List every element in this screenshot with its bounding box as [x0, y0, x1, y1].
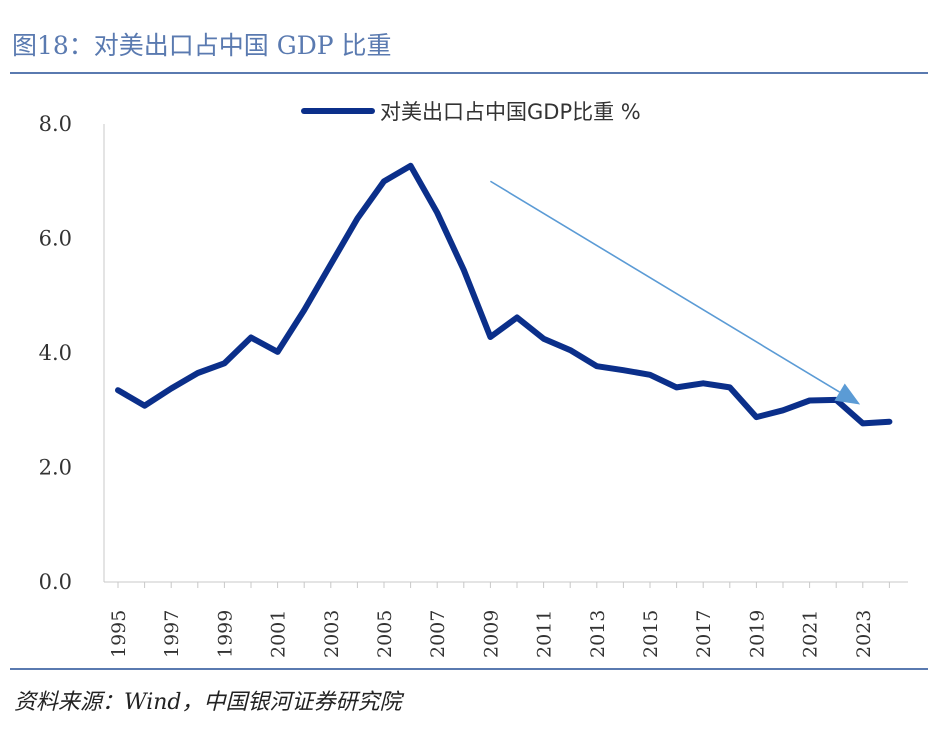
- trend-arrow-line: [489, 180, 841, 393]
- chart-series: [115, 162, 893, 427]
- x-tick-label: 2007: [427, 610, 449, 658]
- x-tick-label: 2021: [800, 610, 822, 658]
- x-tick-label: 2015: [640, 610, 662, 658]
- x-tick-label: 2001: [268, 610, 290, 658]
- x-tick-label: 2009: [480, 610, 502, 658]
- x-tick-label: 1997: [161, 610, 183, 658]
- figure-title: 图18：对美出口占中国 GDP 比重: [12, 31, 392, 60]
- title-divider: [10, 72, 928, 74]
- x-tick-label: 1999: [214, 610, 236, 658]
- x-tick-label: 2005: [374, 610, 396, 658]
- line-chart: 0.0 2.0 4.0 6.0 8.0 1995 1997 1999 2001 2003 2005 2…: [39, 100, 908, 658]
- x-tick-label: 2019: [746, 610, 768, 658]
- legend-label: 对美出口占中国GDP比重 %: [380, 100, 641, 124]
- x-tick-label: 1995: [108, 610, 130, 658]
- y-tick-label: 4.0: [39, 341, 72, 365]
- source-divider: [10, 668, 928, 670]
- trend-arrow-head: [834, 383, 861, 405]
- y-tick-label: 6.0: [39, 227, 72, 251]
- y-tick-label: 2.0: [39, 456, 72, 480]
- y-tick-label: 8.0: [39, 112, 72, 136]
- chart-annotations: [489, 180, 861, 405]
- x-tick-label: 2013: [587, 610, 609, 658]
- chart-axes: 0.0 2.0 4.0 6.0 8.0 1995 1997 1999 2001 2003 2005 2…: [39, 112, 908, 658]
- y-tick-label: 0.0: [39, 570, 72, 594]
- x-tick-label: 2023: [853, 610, 875, 658]
- figure-source: 资料来源：Wind，中国银河证券研究院: [14, 690, 402, 715]
- x-tick-label: 2003: [321, 610, 343, 658]
- chart-legend: 对美出口占中国GDP比重 %: [301, 100, 641, 124]
- x-tick-label: 2017: [693, 610, 715, 658]
- series-line: [115, 162, 893, 427]
- x-tick-label: 2011: [534, 610, 556, 658]
